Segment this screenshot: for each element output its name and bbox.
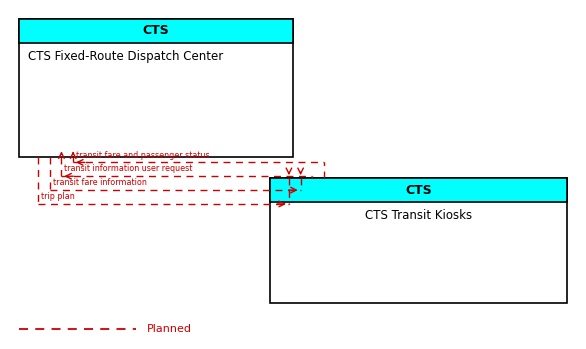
Bar [270,178,567,303]
Text: CTS Fixed-Route Dispatch Center: CTS Fixed-Route Dispatch Center [28,50,223,63]
Bar [270,178,567,202]
Text: CTS: CTS [142,24,169,37]
Bar [19,19,293,157]
Text: transit fare and passenger status: transit fare and passenger status [76,151,210,159]
Text: CTS: CTS [405,184,432,196]
Text: transit information user request: transit information user request [64,164,193,173]
Text: CTS Transit Kiosks: CTS Transit Kiosks [365,209,472,222]
Text: Planned: Planned [147,324,192,334]
Bar [19,19,293,43]
Text: trip plan: trip plan [41,192,75,201]
Text: transit fare information: transit fare information [53,178,146,187]
